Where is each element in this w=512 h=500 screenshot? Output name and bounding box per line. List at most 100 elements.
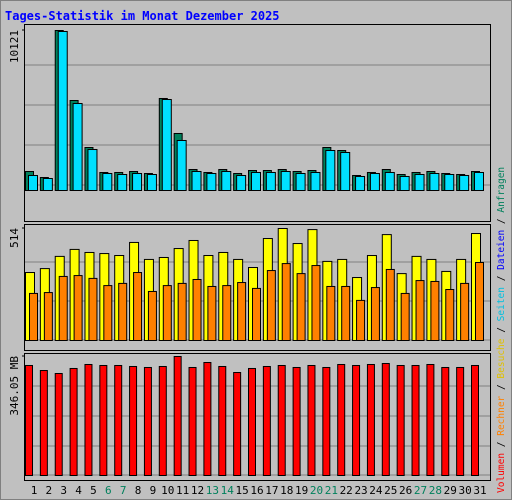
y-tick-label: 346.05 MB bbox=[8, 356, 21, 416]
bar bbox=[311, 265, 321, 342]
x-tick-label: 27 bbox=[414, 484, 427, 497]
y-tick-label: 10121 bbox=[8, 30, 21, 63]
bar bbox=[396, 364, 405, 477]
bar bbox=[385, 268, 395, 341]
bar bbox=[237, 282, 247, 341]
bar bbox=[429, 173, 440, 191]
bar bbox=[381, 362, 390, 477]
legend-separator: / bbox=[496, 379, 507, 396]
x-tick-label: 13 bbox=[206, 484, 219, 497]
bar bbox=[29, 292, 38, 341]
bar bbox=[73, 275, 83, 342]
bar bbox=[42, 178, 53, 192]
legend-entry: Dateien bbox=[496, 230, 507, 270]
bar bbox=[207, 285, 217, 341]
legend-entry: Besuche bbox=[496, 338, 507, 378]
x-tick-label: 9 bbox=[150, 484, 157, 497]
bar bbox=[191, 170, 202, 191]
x-tick-label: 21 bbox=[325, 484, 338, 497]
bar bbox=[188, 366, 197, 476]
x-tick-label: 11 bbox=[176, 484, 189, 497]
x-tick-label: 23 bbox=[354, 484, 367, 497]
bar bbox=[326, 285, 336, 341]
bar bbox=[147, 290, 157, 341]
x-tick-label: 26 bbox=[399, 484, 412, 497]
bar bbox=[355, 175, 366, 192]
x-tick-label: 25 bbox=[384, 484, 397, 497]
bar bbox=[192, 278, 202, 341]
bar bbox=[262, 365, 271, 477]
bar bbox=[102, 173, 113, 191]
x-tick-label: 18 bbox=[280, 484, 293, 497]
x-tick-label: 5 bbox=[90, 484, 97, 497]
bar bbox=[161, 99, 172, 191]
x-tick-label: 3 bbox=[60, 484, 67, 497]
bar bbox=[176, 139, 187, 192]
bar bbox=[84, 363, 93, 477]
x-tick-label: 12 bbox=[191, 484, 204, 497]
bar bbox=[129, 365, 138, 477]
bar bbox=[54, 373, 63, 476]
bar bbox=[356, 299, 366, 341]
bar bbox=[87, 149, 98, 191]
bar bbox=[132, 173, 143, 191]
bar bbox=[415, 280, 425, 341]
bar bbox=[28, 174, 38, 191]
bar bbox=[99, 364, 108, 477]
x-tick-label: 29 bbox=[444, 484, 457, 497]
bar bbox=[206, 173, 217, 191]
legend-separator: / bbox=[496, 270, 507, 287]
x-tick-label: 16 bbox=[250, 484, 263, 497]
bar bbox=[173, 356, 182, 476]
legend-separator: / bbox=[496, 436, 507, 453]
x-tick-label: 8 bbox=[135, 484, 142, 497]
bar bbox=[414, 174, 425, 192]
bar bbox=[88, 277, 98, 341]
x-tick-label: 28 bbox=[429, 484, 442, 497]
bar bbox=[248, 367, 256, 476]
bar bbox=[177, 282, 187, 341]
bar bbox=[218, 365, 227, 477]
bar bbox=[39, 370, 48, 477]
y-tick-label: 514 bbox=[8, 228, 21, 248]
bar bbox=[475, 261, 484, 341]
bar bbox=[474, 171, 484, 192]
bar bbox=[58, 275, 68, 341]
bar bbox=[411, 364, 420, 477]
bar bbox=[43, 292, 53, 341]
bar bbox=[72, 103, 83, 191]
x-tick-label: 17 bbox=[265, 484, 278, 497]
x-tick-label: 31 bbox=[473, 484, 486, 497]
bar bbox=[325, 150, 336, 191]
bar bbox=[57, 30, 68, 191]
x-tick-label: 14 bbox=[221, 484, 235, 497]
bar bbox=[277, 364, 286, 477]
bar bbox=[103, 285, 113, 342]
bar bbox=[400, 292, 410, 341]
bar bbox=[444, 174, 455, 192]
legend-entry: Anfragen bbox=[496, 167, 507, 213]
bar bbox=[158, 365, 167, 477]
legend-separator: / bbox=[496, 321, 507, 338]
bar bbox=[337, 363, 346, 477]
bar bbox=[399, 175, 410, 192]
bar bbox=[460, 282, 470, 341]
legend-separator: / bbox=[496, 213, 507, 230]
x-tick-label: 6 bbox=[105, 484, 112, 497]
bar bbox=[366, 363, 375, 477]
x-tick-label: 19 bbox=[295, 484, 308, 497]
bar bbox=[203, 362, 212, 477]
panel-frame bbox=[24, 24, 491, 222]
bar bbox=[441, 366, 450, 476]
bar bbox=[114, 364, 123, 477]
legend-entry: Rechner bbox=[496, 395, 507, 435]
bar bbox=[426, 363, 435, 477]
bar bbox=[266, 270, 276, 341]
x-tick-label: 2 bbox=[46, 484, 53, 497]
x-tick-label: 4 bbox=[75, 484, 82, 497]
x-tick-label: 22 bbox=[340, 484, 353, 497]
bar bbox=[295, 173, 306, 191]
bar bbox=[233, 372, 242, 476]
bar bbox=[280, 170, 291, 191]
